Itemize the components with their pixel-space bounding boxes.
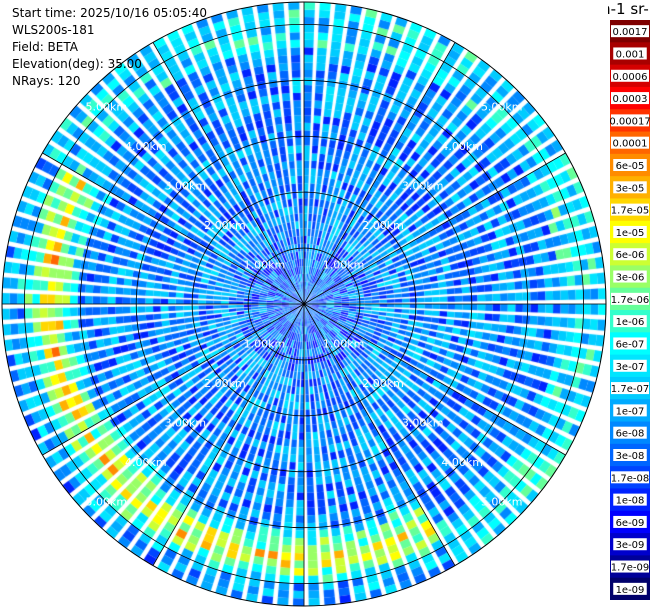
colorbar-label-bg (611, 92, 649, 105)
colorbar-label-bg (613, 315, 647, 328)
colorbar-label-bg (611, 471, 649, 484)
colorbar-tick-label: 6e-06 (616, 250, 645, 261)
outer-ring (1, 1, 607, 607)
range-ring (247, 247, 361, 361)
colorbar-tick-label: 0.001 (616, 49, 645, 60)
colorbar-tick-label: 3e-07 (616, 362, 645, 373)
spoke-line (303, 152, 566, 305)
range-ring (191, 191, 417, 417)
range-ring-label: 4.00km (125, 456, 167, 469)
colorbar-tick-label: 3e-05 (616, 183, 645, 194)
colorbar-tick-label: 6e-07 (616, 339, 645, 350)
colorbar-label-bg (611, 25, 649, 38)
colorbar-tick-label: 0.0006 (613, 72, 648, 83)
colorbar-label-bg (613, 515, 647, 528)
colorbar-label-bg (611, 560, 649, 573)
range-ring-label: 1.00km (323, 338, 365, 351)
range-ring (23, 23, 585, 585)
colorbar-label-bg (613, 47, 647, 60)
range-ring-label: 5.00km (85, 496, 127, 509)
colorbar-label-bg (613, 181, 647, 194)
colorbar-tick-label: 1e-09 (616, 585, 645, 596)
colorbar-tick-label: 0.0001 (613, 139, 648, 150)
colorbar-label-bg (611, 69, 649, 82)
colorbar-tick-label: 6e-08 (616, 429, 645, 440)
range-ring (135, 135, 473, 473)
range-ring-label: 5.00km (481, 496, 523, 509)
field-label: Field: BETA (12, 40, 78, 54)
range-ring-label: 2.00km (204, 377, 246, 390)
colorbar-label-bg (611, 203, 649, 216)
spoke-line (303, 303, 456, 566)
colorbar-tick-label: 1e-07 (616, 406, 645, 417)
range-ring-label: 1.00km (244, 338, 286, 351)
range-ring-label: 4.00km (125, 140, 167, 153)
colorbar-tick-label: 3e-06 (616, 273, 645, 284)
spoke-line (42, 303, 305, 456)
colorbar-tick-label: 6e-05 (616, 161, 645, 172)
colorbar-label-bg (611, 382, 649, 395)
spoke-line (303, 42, 456, 305)
colorbar-tick-label: 1e-08 (616, 496, 645, 507)
colorbar-label-bg (613, 359, 647, 372)
colorbar-label-bg (613, 582, 647, 595)
range-ring-label: 2.00km (362, 219, 404, 232)
range-ring-label: 1.00km (323, 258, 365, 271)
colorbar-label-bg (613, 270, 647, 283)
spoke-line (152, 42, 305, 305)
colorbar-label-bg (613, 248, 647, 261)
colorbar-tick-label: 6e-09 (616, 518, 645, 529)
colorbar-tick-label: 3e-08 (616, 451, 645, 462)
colorbar-label-bg (613, 538, 647, 551)
range-ring-label: 4.00km (441, 140, 483, 153)
colorbar-label-bg (611, 292, 649, 305)
colorbar-label-bg (613, 225, 647, 238)
colorbar-tick-label: 1.7e-08 (611, 473, 649, 484)
range-ring-label: 2.00km (362, 377, 404, 390)
range-ring (79, 79, 529, 529)
range-ring-label: 3.00km (402, 179, 444, 192)
range-ring-label: 5.00km (85, 100, 127, 113)
range-ring-label: 3.00km (402, 417, 444, 430)
range-ring-label: 3.00km (165, 179, 207, 192)
range-ring-label: 3.00km (165, 417, 207, 430)
colorbar-tick-label: 0.0003 (613, 94, 648, 105)
spoke-line (152, 303, 305, 566)
colorbar-tick-label: 3e-09 (616, 540, 645, 551)
colorbar-tick-label: 1.7e-07 (611, 384, 649, 395)
range-ring-label: 1.00km (244, 258, 286, 271)
colorbar-tick-label: 1e-05 (616, 228, 645, 239)
colorbar-label-bg (613, 449, 647, 461)
colorbar-label-bg (611, 136, 649, 149)
colorbar-label-bg (613, 493, 647, 506)
colorbar-label-bg (613, 159, 647, 171)
colorbar: 0.0017 0.001 0.0006 0.0003 0.00017 0.0001 6e-0… (610, 20, 650, 600)
range-ring-label: 2.00km (204, 219, 246, 232)
colorbar-label-bg (613, 404, 647, 417)
colorbar-label-bg (611, 114, 649, 127)
instrument-label: WLS200s-181 (12, 23, 95, 37)
range-ring-label: 5.00km (481, 100, 523, 113)
colorbar-tick-label: 1e-06 (616, 317, 645, 328)
nrays-label: NRays: 120 (12, 74, 81, 88)
scan-info-panel: Start time: 2025/10/16 05:05:40 WLS200s-… (12, 5, 207, 90)
elevation-label: Elevation(deg): 35.00 (12, 57, 142, 71)
colorbar-tick-label: 1.7e-09 (611, 563, 649, 574)
spoke-line (42, 152, 305, 305)
colorbar-title: m-1 sr-1 (608, 0, 650, 18)
spoke-line (303, 303, 566, 456)
colorbar-tick-label: 0.00017 (610, 116, 650, 127)
colorbar-label-bg (613, 337, 647, 350)
colorbar-label-bg (613, 426, 647, 439)
colorbar-tick-label: 1.7e-06 (611, 295, 649, 306)
start-time-label: Start time: 2025/10/16 05:05:40 (12, 6, 207, 20)
colorbar-tick-label: 1.7e-05 (611, 206, 649, 217)
colorbar-tick-label: 0.0017 (613, 27, 648, 38)
range-ring-label: 4.00km (441, 456, 483, 469)
